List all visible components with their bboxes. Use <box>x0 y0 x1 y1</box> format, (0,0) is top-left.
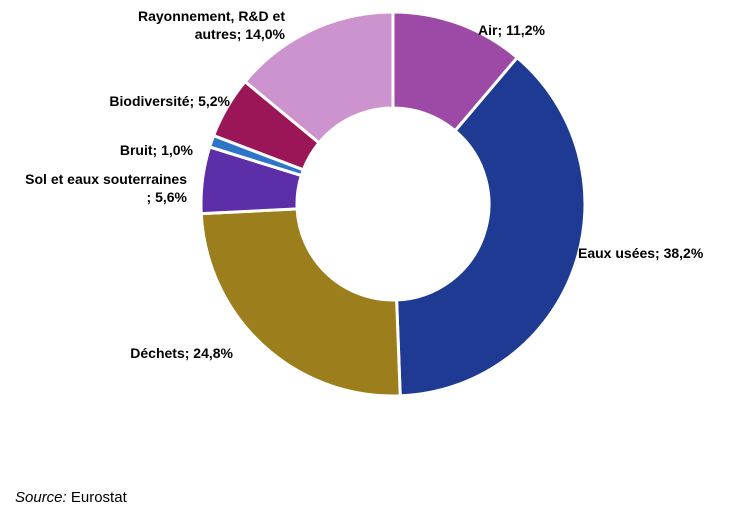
slice-label-line: Bruit; 1,0% <box>120 142 194 158</box>
source-note: Source: Eurostat <box>15 489 127 506</box>
source-text: Eurostat <box>70 489 127 506</box>
slice-label: Eaux usées; 38,2% <box>578 245 704 261</box>
slice-label: Rayonnement, R&D et autres; 14,0% <box>138 8 286 42</box>
donut-slices <box>199 10 587 398</box>
slice-rayonnement-r-d-et-autres <box>242 10 395 145</box>
slice-label-line: Eaux usées; 38,2% <box>578 245 704 261</box>
slice-label-line: Biodiversité; 5,2% <box>109 93 230 109</box>
slice-label: Sol et eaux souterraines ; 5,6% <box>25 171 187 205</box>
slice-label-line: ; 5,6% <box>147 189 188 205</box>
slice-labels: Air; 11,2% Eaux usées; 38,2% Déchets; 24,8… <box>25 8 704 361</box>
slice-label-line: Sol et eaux souterraines <box>25 171 187 187</box>
slice-label-line: autres; 14,0% <box>195 26 286 42</box>
slice-label: Air; 11,2% <box>478 22 545 38</box>
slice-label: Biodiversité; 5,2% <box>109 93 230 109</box>
slice-d-chets <box>199 207 402 398</box>
slice-label-line: Rayonnement, R&D et <box>138 8 285 24</box>
source-label: Source: <box>15 489 67 506</box>
slice-eaux-us-es <box>395 55 587 398</box>
slice-label-line: Air; 11,2% <box>478 22 545 38</box>
slice-label-line: Déchets; 24,8% <box>130 345 233 361</box>
slice-label: Déchets; 24,8% <box>130 345 233 361</box>
slice-label: Bruit; 1,0% <box>120 142 194 158</box>
